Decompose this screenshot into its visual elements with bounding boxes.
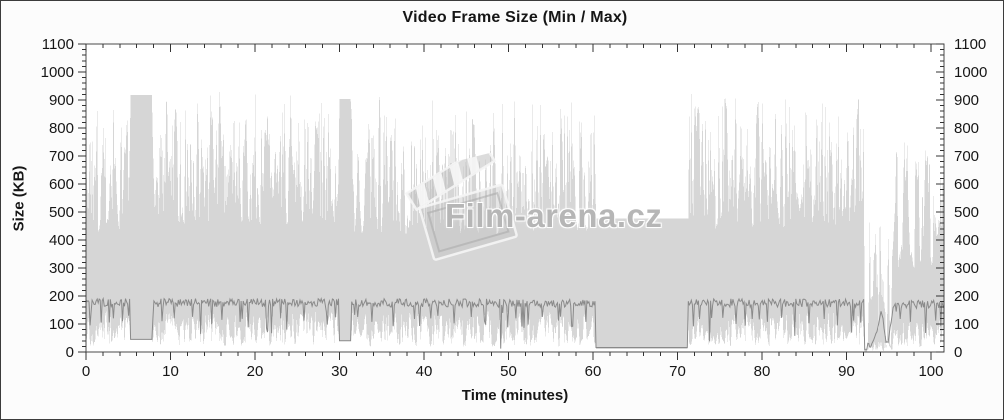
tick-label: 50 xyxy=(500,363,517,380)
tick-label: 600 xyxy=(49,176,74,193)
tick-label: 800 xyxy=(49,120,74,137)
tick-label: 70 xyxy=(669,363,686,380)
tick-label: 700 xyxy=(954,148,979,165)
tick-label: 1100 xyxy=(42,36,74,53)
tick-label: 60 xyxy=(585,363,602,380)
tick-label: 900 xyxy=(49,92,74,109)
tick-label: 0 xyxy=(66,344,74,361)
tick-label: 10 xyxy=(162,363,179,380)
tick-label: 600 xyxy=(954,176,979,193)
tick-label: 1000 xyxy=(954,64,987,81)
tick-label: 0 xyxy=(954,344,962,361)
average-frame-size-line xyxy=(85,296,945,351)
tick-label: 300 xyxy=(49,260,74,277)
x-axis-label: Time (minutes) xyxy=(461,387,569,404)
tick-label: 90 xyxy=(838,363,855,380)
y-axis-label: Size (KB) xyxy=(10,165,28,232)
tick-label: 20 xyxy=(247,363,264,380)
axis-frame xyxy=(85,43,945,353)
tick-label: 100 xyxy=(49,316,74,333)
tick-label: 900 xyxy=(954,92,979,109)
chart-title: Video Frame Size (Min / Max) xyxy=(402,9,628,26)
tick-label: 500 xyxy=(49,204,74,221)
tick-label: 80 xyxy=(754,363,771,380)
tick-label: 1000 xyxy=(41,64,74,81)
tick-label: 100 xyxy=(918,363,943,380)
tick-label: 400 xyxy=(954,232,979,249)
tick-label: 30 xyxy=(331,363,348,380)
tick-label: 400 xyxy=(49,232,74,249)
tick-label: 0 xyxy=(82,363,90,380)
tick-label: 300 xyxy=(954,260,979,277)
tick-label: 100 xyxy=(954,316,979,333)
tick-label: 700 xyxy=(49,148,74,165)
tick-label: 40 xyxy=(416,363,433,380)
tick-label: 200 xyxy=(49,288,74,305)
tick-label: 500 xyxy=(954,204,979,221)
tick-label: 200 xyxy=(954,288,979,305)
tick-label: 1100 xyxy=(954,36,986,53)
tick-label: 800 xyxy=(954,120,979,137)
